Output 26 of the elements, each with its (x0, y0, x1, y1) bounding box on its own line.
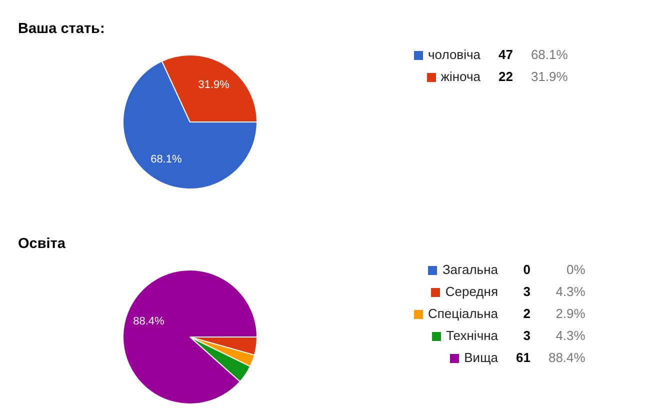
text: 31.9% (530, 68, 568, 84)
legend-label: жіноча (440, 68, 480, 86)
text: 2.9% (556, 306, 586, 320)
text: 88.4% (548, 350, 586, 364)
chart-title: Освіта (18, 236, 66, 252)
text: 4.3% (556, 284, 586, 298)
data-label: 22 (497, 68, 513, 86)
legend-label: Технічна (445, 326, 498, 344)
data-label: 3 (522, 326, 530, 344)
legend-label: Вища (463, 348, 498, 367)
text: 68.1% (150, 153, 182, 166)
data-label: 2 (522, 304, 530, 322)
data-label: 47 (497, 46, 513, 64)
chart-title: Ваша стать: (18, 21, 105, 37)
text: 68.1% (530, 46, 568, 62)
text: 0% (566, 262, 586, 276)
text: 4.3% (556, 328, 586, 342)
data-label: 61 (515, 348, 530, 366)
legend-label: чоловіча (427, 46, 480, 64)
legend-label: Спеціальна (427, 304, 498, 323)
legend-label: Загальна (441, 260, 498, 278)
legend-label: Середня (444, 282, 498, 301)
text: 0 (523, 262, 530, 276)
text: 88.4% (133, 315, 164, 328)
text: 31.9% (198, 78, 230, 91)
data-label: 3 (522, 282, 530, 300)
